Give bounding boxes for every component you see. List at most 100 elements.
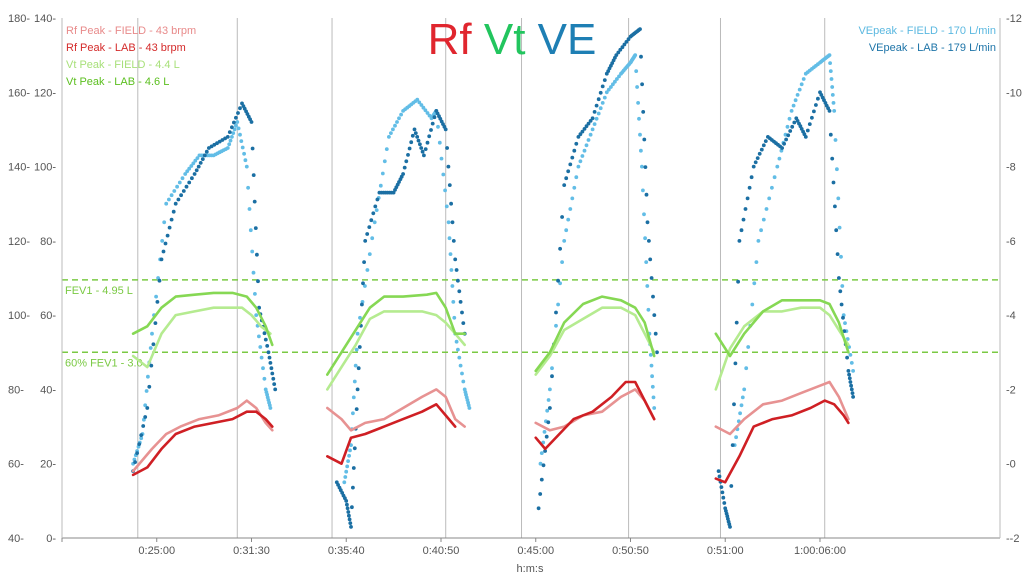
title-part: Rf: [428, 15, 473, 64]
series-point: [803, 135, 808, 139]
series-point: [556, 302, 560, 307]
series-point: [165, 233, 170, 238]
series-point: [382, 159, 387, 164]
series-point: [159, 257, 164, 262]
series-point: [790, 124, 795, 129]
series-point: [641, 188, 645, 193]
series-point: [805, 128, 810, 133]
series-point: [617, 74, 621, 79]
series-point: [574, 141, 579, 146]
ve-axis-tick-label: 0-: [46, 533, 56, 545]
series-point: [604, 90, 609, 95]
vt-axis-tick-label: -12: [1006, 13, 1022, 25]
series-point: [187, 166, 192, 171]
reference-lines: FEV1 - 4.95 L 60% FEV1 - 3.0: [62, 279, 1000, 369]
series-point: [797, 87, 802, 92]
series-point: [461, 379, 466, 384]
series-point: [344, 469, 349, 474]
series-point: [827, 109, 832, 113]
series-point: [782, 141, 786, 146]
series-point: [801, 77, 806, 81]
series-point: [558, 246, 562, 251]
series-point: [741, 217, 746, 222]
x-tick-label: 0:45:00: [517, 545, 554, 557]
series-point: [407, 146, 412, 151]
series-line: [325, 402, 457, 466]
series-point: [234, 115, 238, 120]
series-point: [536, 506, 541, 511]
series-point: [592, 110, 597, 114]
series-point: [554, 323, 558, 328]
series-point: [755, 156, 760, 161]
series-point: [830, 85, 835, 89]
series-point: [200, 157, 205, 162]
series-point: [635, 85, 639, 89]
series-point: [347, 517, 352, 522]
series-point: [849, 383, 853, 388]
series-point: [840, 284, 845, 288]
ve-axis-tick-label: 140-: [34, 13, 56, 25]
series-point: [441, 172, 446, 177]
series-point: [187, 180, 192, 185]
reference-line-label: FEV1 - 4.95 L: [65, 285, 133, 297]
series-point: [192, 172, 197, 176]
series-point: [399, 112, 403, 117]
series-point: [370, 236, 375, 241]
series-point: [580, 129, 585, 134]
series-point: [602, 78, 607, 82]
series-point: [849, 361, 854, 365]
series-point: [558, 281, 562, 286]
series-point: [837, 225, 842, 230]
series-point: [250, 249, 255, 254]
series-point: [228, 138, 233, 143]
series-point: [172, 189, 177, 193]
series-point: [574, 175, 579, 180]
series-point: [846, 369, 851, 373]
series-line: [534, 295, 656, 373]
series-point: [793, 98, 798, 103]
x-tick-label: 1:00:06:00: [794, 545, 846, 557]
series-point: [582, 148, 587, 153]
series-point: [851, 369, 855, 373]
series-point: [568, 207, 573, 211]
series-point: [842, 329, 847, 333]
series-point: [395, 120, 399, 124]
series-point: [419, 103, 424, 107]
series-point: [566, 169, 571, 174]
series-point: [592, 122, 597, 126]
series-point: [418, 142, 422, 147]
series-point: [737, 239, 742, 243]
series-point: [367, 225, 372, 230]
ve-axis-tick-label: 80-: [40, 236, 56, 248]
series-point: [764, 207, 769, 211]
series-point: [457, 355, 462, 360]
series-point: [147, 384, 152, 389]
series-point: [146, 374, 150, 379]
series-point: [251, 270, 256, 275]
series-vt-peak-lab: [131, 291, 850, 376]
series-vepeak-lab: [131, 27, 855, 529]
series-point: [232, 120, 236, 125]
series-point: [848, 353, 853, 357]
series-point: [828, 69, 833, 73]
series-point: [401, 172, 405, 176]
series-point: [194, 168, 199, 173]
series-point: [638, 132, 642, 137]
series-point: [644, 260, 649, 264]
series-point: [257, 305, 261, 310]
rf-axis-tick-label: 120-: [8, 236, 30, 248]
vt-axis-tick-label: -0: [1006, 459, 1016, 471]
series-point: [345, 464, 350, 469]
reference-line-label: 60% FEV1 - 3.0: [65, 357, 143, 369]
series-point: [150, 331, 154, 336]
series-point: [151, 342, 156, 347]
series-point: [458, 363, 463, 368]
title-part: Vt: [472, 15, 526, 64]
series-point: [425, 140, 430, 145]
series-point: [161, 249, 166, 254]
series-point: [570, 155, 575, 160]
series-point: [784, 137, 788, 142]
vt-axis-tick-label: -6: [1006, 236, 1016, 248]
series-point: [367, 252, 372, 256]
series-point: [137, 442, 142, 446]
